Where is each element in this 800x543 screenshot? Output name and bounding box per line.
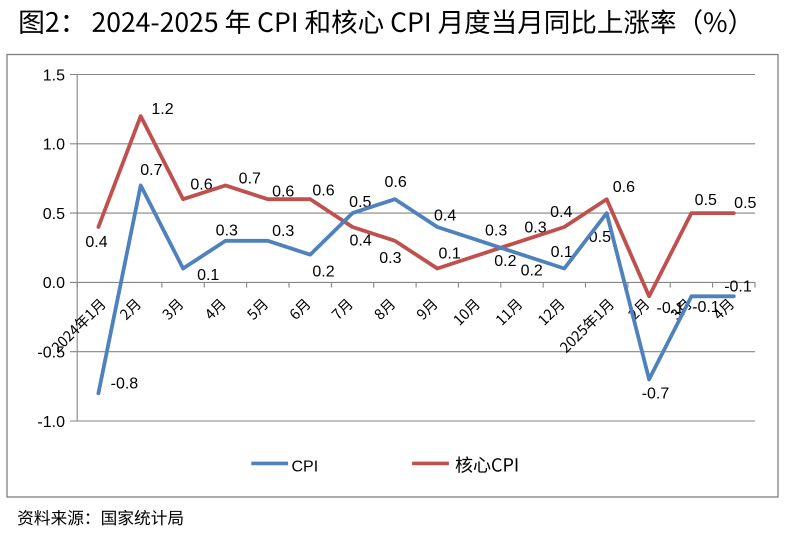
svg-text:0.4: 0.4 — [349, 233, 371, 250]
svg-text:0.2: 0.2 — [312, 263, 334, 280]
svg-text:0.7: 0.7 — [140, 162, 162, 179]
svg-text:0.6: 0.6 — [312, 182, 334, 199]
svg-text:0.1: 0.1 — [438, 246, 460, 263]
svg-text:0.6: 0.6 — [272, 183, 294, 200]
svg-text:0.5: 0.5 — [43, 206, 65, 223]
svg-text:-1.0: -1.0 — [37, 414, 65, 431]
svg-text:0.6: 0.6 — [613, 179, 635, 196]
svg-text:0.3: 0.3 — [272, 223, 294, 240]
svg-text:-0.1: -0.1 — [692, 299, 720, 316]
svg-text:-0.7: -0.7 — [642, 385, 670, 402]
svg-text:0.0: 0.0 — [43, 275, 65, 292]
svg-text:0.2: 0.2 — [494, 253, 516, 270]
svg-text:CPI: CPI — [292, 459, 319, 476]
svg-text:-0.8: -0.8 — [111, 375, 139, 392]
svg-text:0.7: 0.7 — [239, 171, 261, 188]
svg-text:0.1: 0.1 — [197, 267, 219, 284]
svg-text:0.4: 0.4 — [434, 208, 456, 225]
svg-text:0.1: 0.1 — [551, 244, 573, 261]
svg-text:-0.5: -0.5 — [37, 345, 65, 362]
svg-text:1.0: 1.0 — [43, 137, 65, 154]
svg-text:0.5: 0.5 — [695, 192, 717, 209]
svg-text:0.4: 0.4 — [550, 204, 572, 221]
svg-text:1.5: 1.5 — [43, 67, 65, 84]
svg-text:0.6: 0.6 — [384, 174, 406, 191]
svg-text:0.5: 0.5 — [589, 229, 611, 246]
svg-text:0.6: 0.6 — [190, 176, 212, 193]
svg-text:0.4: 0.4 — [85, 234, 107, 251]
svg-text:0.3: 0.3 — [485, 223, 507, 240]
svg-text:0.3: 0.3 — [216, 223, 238, 240]
svg-text:0.2: 0.2 — [521, 262, 543, 279]
svg-text:1.2: 1.2 — [151, 101, 173, 118]
svg-text:-0.1: -0.1 — [657, 300, 685, 317]
svg-text:0.5: 0.5 — [349, 194, 371, 211]
svg-text:0.5: 0.5 — [734, 195, 756, 212]
svg-text:0.3: 0.3 — [379, 250, 401, 267]
svg-text:-0.1: -0.1 — [724, 278, 752, 295]
svg-text:0.3: 0.3 — [524, 220, 546, 237]
